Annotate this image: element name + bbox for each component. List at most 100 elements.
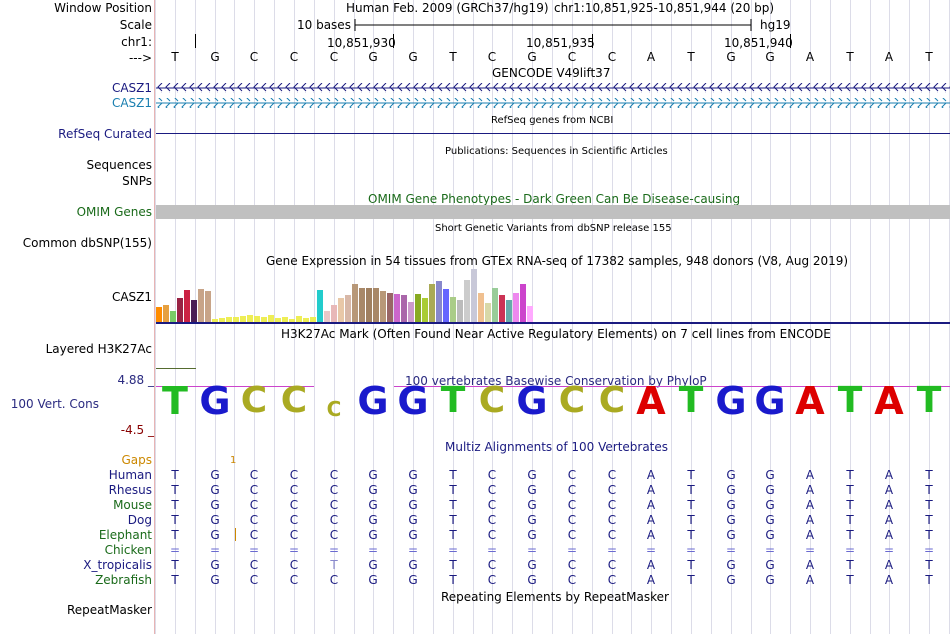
- gtex-label[interactable]: CASZ1: [111, 290, 152, 304]
- gtex-tissue-bar[interactable]: [485, 303, 491, 322]
- h3k27ac-title: H3K27Ac Mark (Often Found Near Active Re…: [281, 327, 831, 341]
- cons-letter: T: [837, 380, 863, 421]
- gtex-tissue-bar[interactable]: [499, 295, 505, 322]
- gtex-tissue-bar[interactable]: [261, 317, 267, 322]
- gencode-transcripts[interactable]: [156, 82, 950, 108]
- gtex-tissue-bar[interactable]: [289, 319, 295, 322]
- gtex-tissue-bar[interactable]: [506, 300, 512, 322]
- gencode-track-label-2[interactable]: CASZ1: [111, 96, 152, 110]
- gtex-tissue-bar[interactable]: [296, 316, 302, 322]
- gtex-tissue-bar[interactable]: [240, 316, 246, 322]
- grid-line: [631, 0, 632, 634]
- species-label[interactable]: Dog: [127, 513, 152, 527]
- gtex-tissue-bar[interactable]: [331, 305, 337, 322]
- gtex-tissue-bar[interactable]: [366, 288, 372, 322]
- species-label[interactable]: Chicken: [104, 543, 152, 557]
- cons-letter: G: [516, 379, 548, 423]
- gtex-tissue-bar[interactable]: [492, 288, 498, 322]
- gtex-tissue-bar[interactable]: [303, 318, 309, 322]
- gtex-tissue-bar[interactable]: [310, 317, 316, 322]
- gencode-track-label-1[interactable]: CASZ1: [111, 81, 152, 95]
- gtex-tissue-bar[interactable]: [324, 311, 330, 322]
- pub-sequences-label[interactable]: Sequences: [86, 158, 152, 172]
- cons-label[interactable]: 100 Vert. Cons: [10, 397, 99, 411]
- gtex-tissue-bar[interactable]: [471, 269, 477, 322]
- gtex-tissue-bar[interactable]: [163, 305, 169, 322]
- gtex-tissue-bar[interactable]: [457, 300, 463, 322]
- aligned-base: A: [805, 513, 815, 527]
- gtex-tissue-bar[interactable]: [338, 298, 344, 322]
- species-label[interactable]: Rhesus: [108, 483, 152, 497]
- gtex-tissue-bar[interactable]: [156, 307, 162, 322]
- gtex-tissue-bar[interactable]: [450, 297, 456, 322]
- refseq-gene-line[interactable]: [156, 133, 950, 134]
- reference-base: C: [249, 50, 259, 64]
- aligned-base: T: [449, 468, 457, 482]
- gtex-tissue-bar[interactable]: [478, 293, 484, 322]
- gtex-tissue-bar[interactable]: [429, 284, 435, 322]
- gtex-tissue-bar[interactable]: [226, 317, 232, 322]
- reference-base: A: [884, 50, 894, 64]
- gtex-tissue-bar[interactable]: [317, 290, 323, 322]
- species-label[interactable]: Human: [108, 468, 152, 482]
- refseq-label[interactable]: RefSeq Curated: [58, 127, 152, 141]
- repeatmasker-label[interactable]: RepeatMasker: [66, 603, 152, 617]
- cons-letter: G: [199, 379, 231, 423]
- aligned-base: =: [764, 543, 776, 557]
- gtex-tissue-bar[interactable]: [443, 289, 449, 322]
- h3k27ac-label[interactable]: Layered H3K27Ac: [45, 342, 152, 356]
- gtex-tissue-bar[interactable]: [394, 294, 400, 322]
- gtex-tissue-bar[interactable]: [436, 281, 442, 322]
- reference-base: C: [567, 50, 577, 64]
- species-label[interactable]: Mouse: [113, 498, 152, 512]
- gtex-tissue-bar[interactable]: [191, 300, 197, 322]
- species-label[interactable]: Elephant: [98, 528, 152, 542]
- gtex-tissue-bar[interactable]: [198, 289, 204, 322]
- gtex-tissue-bar[interactable]: [275, 318, 281, 322]
- gtex-tissue-bar[interactable]: [219, 318, 225, 322]
- reference-base: C: [487, 50, 497, 64]
- aligned-base: G: [408, 513, 418, 527]
- gtex-tissue-bar[interactable]: [380, 291, 386, 322]
- gtex-tissue-bar[interactable]: [408, 302, 414, 322]
- species-label[interactable]: Zebrafish: [95, 573, 152, 587]
- gtex-tissue-bar[interactable]: [373, 288, 379, 322]
- gtex-tissue-bar[interactable]: [205, 291, 211, 322]
- gtex-tissue-bar[interactable]: [345, 295, 351, 322]
- aligned-base: T: [925, 483, 933, 497]
- omim-label[interactable]: OMIM Genes: [76, 205, 152, 219]
- aligned-base: C: [487, 558, 497, 572]
- gtex-tissue-bar[interactable]: [247, 315, 253, 322]
- gtex-tissue-bar[interactable]: [268, 315, 274, 322]
- gtex-tissue-bar[interactable]: [352, 284, 358, 322]
- gtex-tissue-bar[interactable]: [520, 284, 526, 322]
- pub-snps-label[interactable]: SNPs: [122, 174, 152, 188]
- aligned-base: C: [487, 468, 497, 482]
- gtex-tissue-bar[interactable]: [513, 293, 519, 322]
- gtex-tissue-bar[interactable]: [401, 295, 407, 322]
- gtex-tissue-bar[interactable]: [422, 298, 428, 322]
- aligned-base: C: [329, 513, 339, 527]
- species-label[interactable]: X_tropicalis: [83, 558, 152, 572]
- gtex-tissue-bar[interactable]: [233, 317, 239, 322]
- gtex-bar-chart[interactable]: [156, 269, 536, 322]
- gtex-tissue-bar[interactable]: [177, 298, 183, 322]
- gtex-tissue-bar[interactable]: [464, 280, 470, 322]
- aligned-base: C: [607, 513, 617, 527]
- gtex-tissue-bar[interactable]: [170, 311, 176, 322]
- dbsnp-label[interactable]: Common dbSNP(155): [22, 236, 152, 250]
- gtex-tissue-bar[interactable]: [212, 319, 218, 322]
- aligned-base: A: [884, 513, 894, 527]
- gtex-tissue-bar[interactable]: [387, 293, 393, 322]
- omim-gene-bar[interactable]: [156, 205, 950, 219]
- grid-line: [651, 0, 652, 634]
- cons-title: 100 vertebrates Basewise Conservation by…: [405, 374, 707, 388]
- gtex-tissue-bar[interactable]: [359, 288, 365, 322]
- gtex-tissue-bar[interactable]: [282, 317, 288, 322]
- gtex-tissue-bar[interactable]: [415, 294, 421, 322]
- gtex-tissue-bar[interactable]: [527, 306, 533, 322]
- aligned-base: G: [765, 573, 775, 587]
- grid-line: [909, 0, 910, 634]
- gtex-tissue-bar[interactable]: [254, 316, 260, 322]
- gtex-tissue-bar[interactable]: [184, 290, 190, 322]
